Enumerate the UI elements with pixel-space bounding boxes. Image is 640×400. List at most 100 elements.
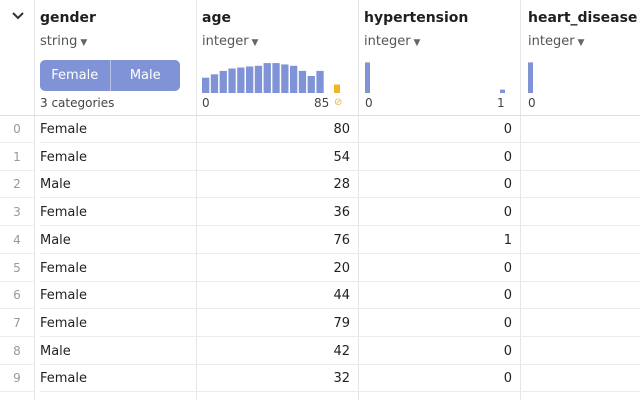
histogram-bar[interactable] [528,62,533,93]
table-cell-heart-disease[interactable] [520,227,640,254]
table-cell-age[interactable]: 28 [196,171,358,199]
row-index: 2 [0,171,34,199]
categories-count: 3 categories [40,96,115,110]
age-histogram[interactable] [201,58,351,94]
table-cell-age[interactable]: 32 [196,365,358,393]
table-cell-gender[interactable]: Female [40,310,196,337]
column-type-dropdown[interactable]: integer ▼ [364,34,420,49]
table-cell-heart-disease[interactable] [520,365,640,393]
histogram-bar[interactable] [272,63,280,93]
histogram-bar[interactable] [237,67,245,94]
table-cell-hypertension[interactable]: 0 [358,116,520,143]
column-type-dropdown[interactable]: integer ▼ [528,34,584,49]
heart-disease-histogram[interactable] [527,58,637,94]
table-cell-hypertension[interactable]: 0 [358,310,520,337]
column-type-label: string [40,34,78,49]
histogram-bar[interactable] [281,64,289,93]
column-name[interactable]: hypertension [364,10,469,26]
table-cell-gender[interactable]: Male [40,338,196,365]
column-age: age integer ▼ 0 85 ⊘ 80 54 28 36 76 20 44 79 42 32 [196,0,359,400]
caret-down-icon: ▼ [251,38,259,48]
table-cell-gender[interactable]: Female [40,282,196,310]
row-index: 6 [0,282,34,310]
column-name[interactable]: age [202,10,231,26]
column-heart-disease: heart_disease integer ▼ 0 [520,0,640,400]
table-cell-hypertension[interactable]: 0 [358,144,520,171]
histogram-bar[interactable] [290,65,298,93]
row-index: 4 [0,227,34,254]
table-cell-hypertension[interactable]: 0 [358,338,520,365]
column-type-dropdown[interactable]: string ▼ [40,34,87,49]
histogram-bar[interactable] [202,77,210,93]
hypertension-histogram[interactable] [363,58,513,94]
table-cell-heart-disease[interactable] [520,116,640,143]
axis-max-label: 1 [497,96,505,110]
table-cell-age[interactable]: 80 [196,116,358,143]
column-type-label: integer [364,34,411,49]
column-header-age: age integer ▼ 0 85 ⊘ [196,0,358,116]
category-segment-male[interactable]: Male [109,60,181,91]
table-cell-hypertension[interactable]: 0 [358,365,520,393]
category-toggle[interactable]: Female Male [40,60,180,91]
row-index: 3 [0,199,34,227]
histogram-bar[interactable] [307,76,315,93]
table-cell-heart-disease[interactable] [520,282,640,310]
histogram-bar[interactable] [263,63,271,93]
missing-icon: ⊘ [334,97,343,108]
column-header-heart-disease: heart_disease integer ▼ 0 [520,0,640,116]
histogram-bar[interactable] [316,70,324,93]
table-cell-heart-disease[interactable] [520,338,640,365]
missing-bar[interactable] [334,84,340,94]
table-cell-heart-disease[interactable] [520,199,640,227]
axis-min-label: 0 [202,96,210,110]
table-cell-gender[interactable]: Female [40,199,196,227]
table-cell-age[interactable]: 20 [196,255,358,282]
row-index: 7 [0,310,34,337]
caret-down-icon: ▼ [413,38,421,48]
histogram-bar[interactable] [254,65,263,93]
table-cell-hypertension[interactable]: 0 [358,199,520,227]
column-type-dropdown[interactable]: integer ▼ [202,34,258,49]
table-cell-age[interactable]: 36 [196,199,358,227]
table-cell-gender[interactable]: Female [40,365,196,393]
table-cell-age[interactable]: 79 [196,310,358,337]
index-header [0,0,34,116]
table-cell-gender[interactable]: Female [40,255,196,282]
caret-down-icon: ▼ [80,38,88,48]
table-cell-hypertension[interactable]: 0 [358,255,520,282]
table-cell-gender[interactable]: Female [40,116,196,143]
category-segment-female[interactable]: Female [51,68,99,83]
table-cell-gender[interactable]: Female [40,144,196,171]
table-cell-heart-disease[interactable] [520,310,640,337]
caret-down-icon: ▼ [577,38,585,48]
histogram-bar[interactable] [210,74,219,93]
table-cell-gender[interactable]: Male [40,227,196,254]
column-name[interactable]: heart_disease [528,10,638,26]
table-cell-age[interactable]: 44 [196,282,358,310]
row-index: 1 [0,144,34,171]
histogram-bar[interactable] [228,68,236,93]
histogram-bar[interactable] [246,66,254,93]
chevron-down-icon[interactable] [10,8,26,24]
table-cell-hypertension[interactable]: 0 [358,171,520,199]
column-header-hypertension: hypertension integer ▼ 0 1 [358,0,520,116]
row-index: 9 [0,365,34,393]
table-cell-heart-disease[interactable] [520,144,640,171]
column-name[interactable]: gender [40,10,96,26]
table-cell-age[interactable]: 42 [196,338,358,365]
histogram-bar[interactable] [500,89,505,93]
histogram-bar[interactable] [298,70,307,93]
table-cell-age[interactable]: 54 [196,144,358,171]
table-cell-hypertension[interactable]: 1 [358,227,520,254]
table-cell-age[interactable]: 76 [196,227,358,254]
histogram-bar[interactable] [219,70,227,93]
table-cell-gender[interactable]: Male [40,171,196,199]
histogram-bar[interactable] [365,62,370,93]
row-index: 0 [0,116,34,143]
table-cell-heart-disease[interactable] [520,171,640,199]
table-cell-hypertension[interactable]: 0 [358,282,520,310]
table-cell-heart-disease[interactable] [520,255,640,282]
axis-max-label: 85 [314,96,330,110]
